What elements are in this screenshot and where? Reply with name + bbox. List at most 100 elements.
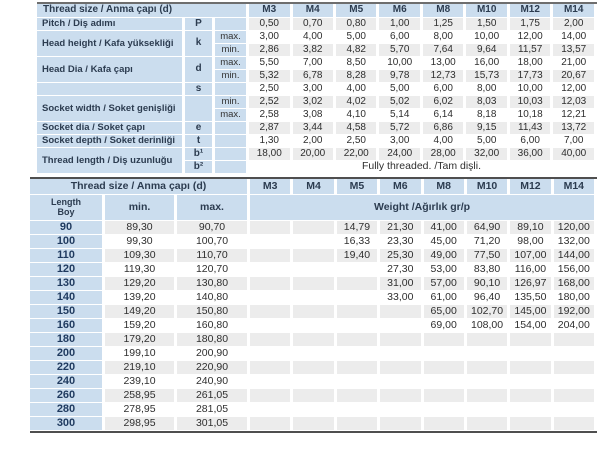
weight-value bbox=[380, 333, 424, 347]
weight-value bbox=[336, 291, 381, 305]
column-header-m8: M8 bbox=[422, 4, 467, 18]
weight-value bbox=[250, 305, 294, 319]
spec-value: 14,00 bbox=[553, 31, 597, 44]
spec-symbol: t bbox=[185, 135, 215, 148]
weight-value: 180,00 bbox=[553, 291, 597, 305]
weight-value bbox=[466, 389, 511, 403]
weight-row: 90 89,30 90,70 14,79 21,30 41,00 64,90 89,10 120… bbox=[30, 221, 597, 235]
column-header-m14: M14 bbox=[553, 4, 597, 18]
weight-value bbox=[336, 403, 381, 417]
weight-value: 204,00 bbox=[553, 319, 597, 333]
spec-value: 3,00 bbox=[249, 31, 293, 44]
length-value: 240 bbox=[30, 375, 105, 389]
weight-value: 102,70 bbox=[466, 305, 511, 319]
spec-value: 11,57 bbox=[509, 44, 554, 57]
weight-value: 126,97 bbox=[510, 277, 554, 291]
spec-value: 13,72 bbox=[553, 122, 597, 135]
spec-value: 10,03 bbox=[509, 96, 554, 109]
length-value: 150 bbox=[30, 305, 105, 319]
spec-value: 3,02 bbox=[292, 96, 336, 109]
weight-value bbox=[250, 291, 294, 305]
spec-symbol bbox=[185, 96, 215, 122]
min-value: 139,20 bbox=[105, 291, 177, 305]
spec-row: Socket depth / Soket derinliği t 1,30 2,00 2… bbox=[37, 135, 597, 148]
length-value: 160 bbox=[30, 319, 105, 333]
weight-value bbox=[466, 403, 511, 417]
weight-value: 16,33 bbox=[336, 235, 381, 249]
spec-tolerance: min. bbox=[215, 44, 250, 57]
weights-table: Thread size / Anma çapı (d) M3 M4 M5 M6 … bbox=[30, 177, 597, 433]
weight-value: 108,00 bbox=[466, 319, 511, 333]
max-value: 220,90 bbox=[177, 361, 250, 375]
weight-value bbox=[336, 333, 381, 347]
column-header-m12: M12 bbox=[509, 4, 554, 18]
weight-value bbox=[336, 417, 381, 431]
spec-value: 10,18 bbox=[509, 109, 554, 122]
weight-value: 27,30 bbox=[380, 263, 424, 277]
min-value: 129,20 bbox=[105, 277, 177, 291]
weight-value bbox=[250, 361, 294, 375]
weight-value bbox=[336, 375, 381, 389]
spec-value: 32,00 bbox=[466, 148, 510, 161]
length-value: 110 bbox=[30, 249, 105, 263]
dimensions-header-row: Thread size / Anma çapı (d) M3 M4 M5 M6 … bbox=[37, 4, 597, 18]
spec-value: 3,00 bbox=[292, 83, 336, 96]
weight-value bbox=[336, 347, 381, 361]
spec-value: 10,00 bbox=[509, 83, 554, 96]
spec-value: 0,80 bbox=[335, 18, 380, 31]
spec-tolerance: max. bbox=[215, 109, 250, 122]
weight-value bbox=[293, 403, 337, 417]
spec-value: 2,86 bbox=[249, 44, 293, 57]
weight-value: 90,10 bbox=[466, 277, 511, 291]
min-value: 159,20 bbox=[105, 319, 177, 333]
weight-value bbox=[293, 361, 337, 375]
weight-value: 49,00 bbox=[423, 249, 467, 263]
weight-value: 192,00 bbox=[553, 305, 597, 319]
spec-value: 1,50 bbox=[466, 18, 510, 31]
spec-value: 21,00 bbox=[553, 57, 597, 70]
spec-value: 11,43 bbox=[509, 122, 554, 135]
weight-row: 180 179,20 180,80 bbox=[30, 333, 597, 347]
weight-value bbox=[336, 389, 381, 403]
min-value: 89,30 bbox=[105, 221, 177, 235]
weight-value: 96,40 bbox=[466, 291, 511, 305]
weight-value bbox=[423, 403, 467, 417]
weight-value: 83,80 bbox=[466, 263, 511, 277]
weight-value bbox=[293, 249, 337, 263]
weight-value: 98,00 bbox=[510, 235, 554, 249]
weight-value bbox=[250, 403, 294, 417]
min-value: 258,95 bbox=[105, 389, 177, 403]
column-header-m3: M3 bbox=[249, 4, 293, 18]
spec-value: 15,73 bbox=[466, 70, 510, 83]
weight-row: 300 298,95 301,05 bbox=[30, 417, 597, 431]
weight-value bbox=[293, 277, 337, 291]
spec-row: max. 2,58 3,08 4,10 5,14 6,14 8,18 10,18 12,21 bbox=[37, 109, 597, 122]
length-value: 280 bbox=[30, 403, 105, 417]
spec-value: 9,15 bbox=[466, 122, 510, 135]
max-value: 110,70 bbox=[177, 249, 250, 263]
weights-table-title: Thread size / Anma çapı (d) bbox=[30, 179, 250, 195]
spec-value: 24,00 bbox=[379, 148, 423, 161]
weight-value bbox=[553, 403, 597, 417]
column-header-m8: M8 bbox=[423, 179, 467, 195]
spec-tolerance: max. bbox=[215, 57, 250, 70]
column-header-m4: M4 bbox=[292, 4, 336, 18]
spec-value: 6,86 bbox=[422, 122, 467, 135]
spec-value: 2,00 bbox=[292, 135, 336, 148]
weight-value: 33,00 bbox=[380, 291, 424, 305]
spec-tolerance bbox=[215, 135, 250, 148]
weights-subheader-row: Length Boy min. max. Weight /Ağırlık gr/… bbox=[30, 195, 597, 221]
spec-value: 4,00 bbox=[292, 31, 336, 44]
length-value: 140 bbox=[30, 291, 105, 305]
spec-value: 2,50 bbox=[249, 83, 293, 96]
spec-value: 2,52 bbox=[249, 96, 293, 109]
max-value: 100,70 bbox=[177, 235, 250, 249]
length-value: 130 bbox=[30, 277, 105, 291]
weight-value bbox=[336, 263, 381, 277]
dimensions-table: Thread size / Anma çapı (d) M3 M4 M5 M6 … bbox=[37, 2, 597, 174]
column-header-m10: M10 bbox=[466, 4, 510, 18]
max-value: 261,05 bbox=[177, 389, 250, 403]
weight-row: 200 199,10 200,90 bbox=[30, 347, 597, 361]
spec-value: 9,64 bbox=[466, 44, 510, 57]
spec-value: 5,70 bbox=[379, 44, 423, 57]
